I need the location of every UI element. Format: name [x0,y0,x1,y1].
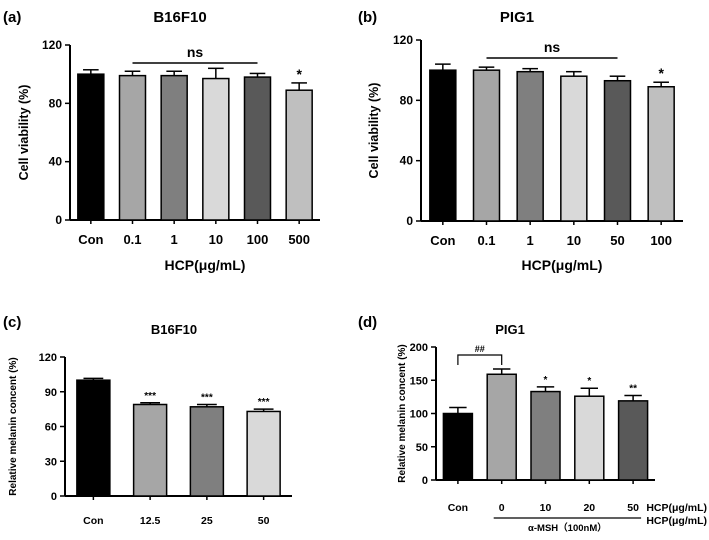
x-tick-label: 1 [527,233,534,248]
x-axis-label: HCP(μg/mL) [165,257,246,273]
chart-panel: (c) B16F10 0 30 60 90 120 Relative melanin conc… [3,314,707,527]
x-tick-label: 10 [209,232,223,247]
bar [189,406,225,497]
panel-label: (a) [3,9,21,26]
bar [647,86,675,222]
significance-label: *** [201,392,213,403]
group-label: α-MSH（100nM） [528,522,607,534]
y-tick-label: 60 [45,422,57,434]
x-tick-label: 50 [258,515,270,527]
y-tick-label: 0 [406,214,413,228]
panel-label: (b) [358,9,377,26]
x-tick-label: Con [83,515,103,527]
bar [77,73,105,221]
chart-title: B16F10 [153,9,206,26]
y-tick-label: 120 [42,38,62,52]
y-tick-label: 120 [39,352,57,364]
x-axis-label: HCP(μg/mL) [646,502,707,514]
chart-title: PIG1 [500,9,534,26]
chart-title: B16F10 [151,322,197,337]
x-tick-label: 25 [201,515,213,527]
significance-label: ** [629,384,637,395]
bar [560,75,588,222]
x-tick-label: 0.1 [477,233,495,248]
significance-label: * [658,65,664,81]
x-tick-label: Con [430,233,455,248]
y-tick-label: 100 [410,409,428,421]
y-tick-label: 40 [49,155,63,169]
bar [285,89,313,221]
x-tick-label: 50 [610,233,624,248]
y-tick-label: 0 [422,475,428,487]
y-tick-label: 40 [400,154,414,168]
bar [603,79,632,222]
y-tick-label: 90 [45,387,57,399]
x-axis-label: HCP(μg/mL) [646,515,707,527]
significance-label: *** [144,391,156,402]
bar [516,70,544,222]
y-tick-label: 120 [393,33,413,47]
x-tick-label: 0 [499,502,505,514]
y-tick-label: 150 [410,375,428,387]
y-tick-label: 50 [416,442,428,454]
bar [246,410,281,497]
y-axis-label: Cell viability (%) [17,85,31,181]
x-tick-label: Con [448,502,468,514]
bar [243,76,272,221]
bar [118,74,147,221]
bar [617,400,649,481]
y-tick-label: 30 [45,456,57,468]
x-tick-label: 0.1 [123,232,141,247]
panel-label: (c) [3,314,21,331]
bar [530,390,561,481]
x-tick-label: 50 [627,502,639,514]
chart-title: PIG1 [495,322,525,337]
y-tick-label: 0 [51,491,57,503]
y-axis-label: Relative melanin concent (%) [397,344,408,482]
chart-panel: (b) PIG1 0 40 80 120 Cell viability (%) Con 0.1 1… [358,9,683,273]
panel-label: (d) [358,314,377,331]
bar [442,412,474,481]
significance-label: *** [258,397,270,408]
bracket-label: ## [475,344,485,354]
significance-label: * [296,66,302,82]
bracket [457,354,503,365]
bar [486,373,517,481]
chart-panel: (a) B16F10 0 40 80 120 Cell viability (%) Con 0.… [3,9,320,273]
bracket-label: ns [187,44,204,60]
y-tick-label: 80 [400,93,414,107]
bar [429,69,457,222]
x-tick-label: 20 [583,502,595,514]
y-tick-label: 0 [55,213,62,227]
x-tick-label: 12.5 [140,515,161,527]
bar [202,77,230,221]
x-tick-label: 1 [171,232,178,247]
x-tick-label: 100 [247,232,269,247]
bar [160,74,188,221]
y-axis-label: Relative melanin concent (%) [8,357,19,495]
x-tick-label: 10 [567,233,581,248]
y-axis-label: Cell viability (%) [367,83,381,179]
bar [76,379,111,497]
y-tick-label: 80 [49,96,63,110]
bar [132,403,168,497]
bar [574,395,605,481]
x-tick-label: 500 [288,232,310,247]
significance-label: * [587,376,591,387]
y-tick-label: 200 [410,342,428,354]
x-axis-label: HCP(μg/mL) [522,257,603,273]
bracket-label: ns [544,39,561,55]
x-tick-label: Con [78,232,103,247]
significance-label: * [544,375,548,386]
x-tick-label: 100 [650,233,672,248]
x-tick-label: 10 [540,502,552,514]
bar [472,69,501,222]
